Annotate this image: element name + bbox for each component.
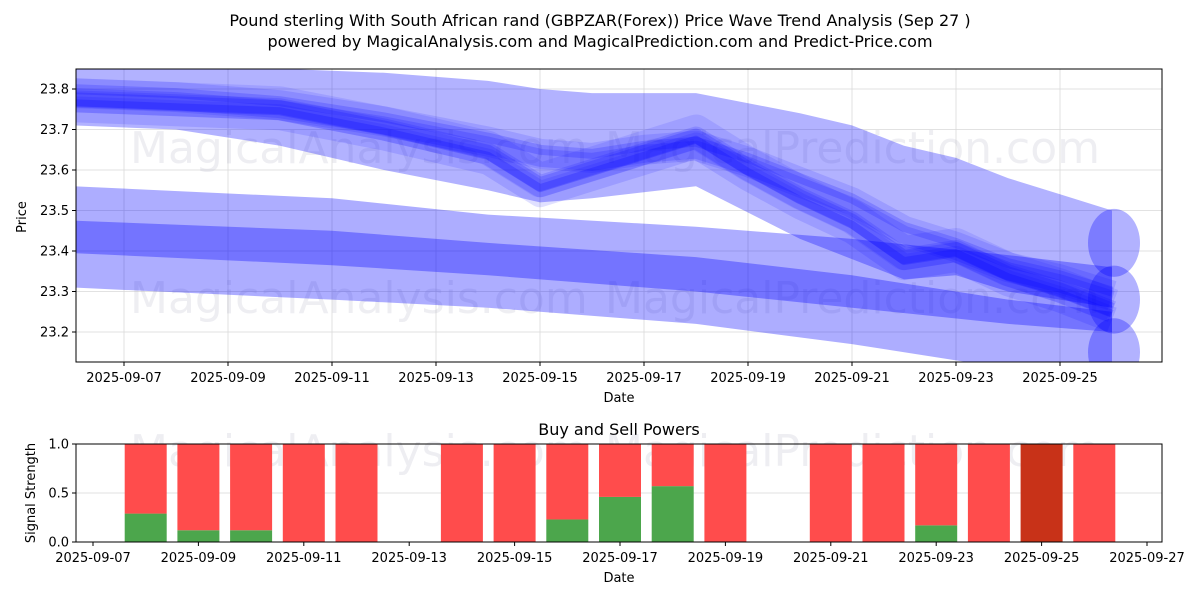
y-tick-label: 23.5: [40, 204, 69, 219]
y-tick-label: 23.6: [40, 164, 69, 179]
buy-bar: [177, 530, 220, 542]
y-tick-label: 23.4: [40, 245, 69, 260]
wave-line: [76, 90, 1117, 323]
strong-sell-bar: [1020, 444, 1063, 542]
sell-bar: [967, 444, 1010, 542]
wave-line: [76, 92, 1115, 317]
signal-x-ticks: 2025-09-07 2025-09-09 2025-09-11 2025-09-13…: [55, 542, 1185, 566]
y-tick-label: 0.5: [48, 487, 69, 502]
sell-bar: [651, 444, 694, 487]
x-tick-label: 2025-09-11: [266, 551, 342, 566]
price-axes-frame: [75, 68, 1163, 363]
sell-bar: [915, 444, 958, 526]
y-tick-label: 23.7: [40, 123, 69, 138]
x-tick-label: 2025-09-23: [898, 551, 974, 566]
chart-subtitle: powered by MagicalAnalysis.com and Magic…: [267, 32, 932, 51]
band-end-cap: [1088, 265, 1140, 334]
x-tick-label: 2025-09-15: [477, 551, 553, 566]
x-tick-label: 2025-09-13: [371, 551, 447, 566]
signal-x-label: Date: [603, 571, 634, 586]
sell-bar: [124, 444, 167, 514]
sell-bar: [1073, 444, 1116, 542]
sell-bar: [282, 444, 325, 542]
signal-y-ticks: 0.0 0.5 1.0: [48, 438, 76, 551]
x-tick-label: 2025-09-15: [502, 371, 578, 386]
price-grid: [76, 69, 1162, 362]
x-tick-label: 2025-09-21: [814, 371, 890, 386]
signal-chart: Buy and Sell Powers MagicalAnalysis.com …: [24, 420, 1185, 586]
x-tick-label: 2025-09-25: [1004, 551, 1080, 566]
sell-bar: [335, 444, 378, 542]
wave-line: [76, 99, 1114, 318]
wave-line: [76, 88, 1115, 309]
y-tick-label: 23.8: [40, 83, 69, 98]
buy-bar: [124, 513, 167, 542]
x-tick-label: 2025-09-27: [1109, 551, 1185, 566]
price-y-label: Price: [15, 201, 30, 233]
sell-bar: [704, 444, 747, 542]
price-y-ticks: 23.2 23.3 23.4 23.5 23.6 23.7 23.8: [40, 83, 76, 341]
x-tick-label: 2025-09-25: [1022, 371, 1098, 386]
x-tick-label: 2025-09-11: [294, 371, 370, 386]
watermark: MagicalAnalysis.com: [130, 123, 588, 174]
sell-bar: [177, 444, 220, 531]
buy-bar: [546, 519, 589, 542]
signal-bars: [124, 444, 1116, 542]
x-tick-label: 2025-09-09: [161, 551, 237, 566]
x-tick-label: 2025-09-23: [918, 371, 994, 386]
y-tick-label: 0.0: [48, 536, 69, 551]
band-end-cap: [1088, 208, 1140, 277]
x-tick-label: 2025-09-19: [710, 371, 786, 386]
price-plot-area: [76, 69, 1162, 362]
price-watermarks: MagicalAnalysis.com MagicalPrediction.co…: [130, 123, 1100, 324]
x-tick-label: 2025-09-07: [55, 551, 131, 566]
price-bands: [76, 69, 1140, 362]
x-tick-label: 2025-09-17: [582, 551, 658, 566]
watermark: MagicalPrediction.com: [605, 123, 1100, 174]
price-x-ticks: 2025-09-07 2025-09-09 2025-09-11 2025-09-13…: [86, 362, 1098, 386]
y-tick-label: 23.3: [40, 285, 69, 300]
sell-bar: [599, 444, 641, 497]
signal-chart-title: Buy and Sell Powers: [538, 420, 700, 439]
buy-bar: [230, 530, 273, 542]
band-end-cap: [1088, 318, 1140, 362]
y-tick-label: 23.2: [40, 326, 69, 341]
x-tick-label: 2025-09-07: [86, 371, 162, 386]
price-x-label: Date: [603, 391, 634, 406]
x-tick-label: 2025-09-17: [606, 371, 682, 386]
wave-line: [76, 84, 1114, 297]
sell-bar: [809, 444, 852, 542]
watermark: MagicalPrediction.com: [605, 273, 1100, 324]
y-tick-label: 1.0: [48, 438, 69, 453]
band-upper-outer: [76, 69, 1112, 308]
chart-title: Pound sterling With South African rand (…: [229, 11, 970, 30]
buy-bar: [599, 496, 641, 542]
sell-bar: [493, 444, 536, 542]
band-lower-inner: [76, 220, 1112, 332]
wave-line: [76, 96, 1117, 332]
sell-bar: [440, 444, 483, 542]
wave-line: [76, 78, 1119, 322]
sell-bar: [230, 444, 273, 531]
band-lower-outer: [76, 186, 1112, 362]
x-tick-label: 2025-09-13: [398, 371, 474, 386]
price-chart: MagicalAnalysis.com MagicalPrediction.co…: [15, 68, 1163, 406]
buy-bar: [651, 486, 694, 542]
sell-bar: [546, 444, 589, 520]
x-tick-label: 2025-09-21: [793, 551, 869, 566]
wave-line: [76, 78, 1117, 310]
watermark: MagicalAnalysis.com: [130, 273, 588, 324]
sell-bar: [862, 444, 905, 542]
x-tick-label: 2025-09-19: [688, 551, 764, 566]
buy-bar: [915, 525, 958, 542]
signal-y-label: Signal Strength: [24, 443, 39, 543]
x-tick-label: 2025-09-09: [190, 371, 266, 386]
